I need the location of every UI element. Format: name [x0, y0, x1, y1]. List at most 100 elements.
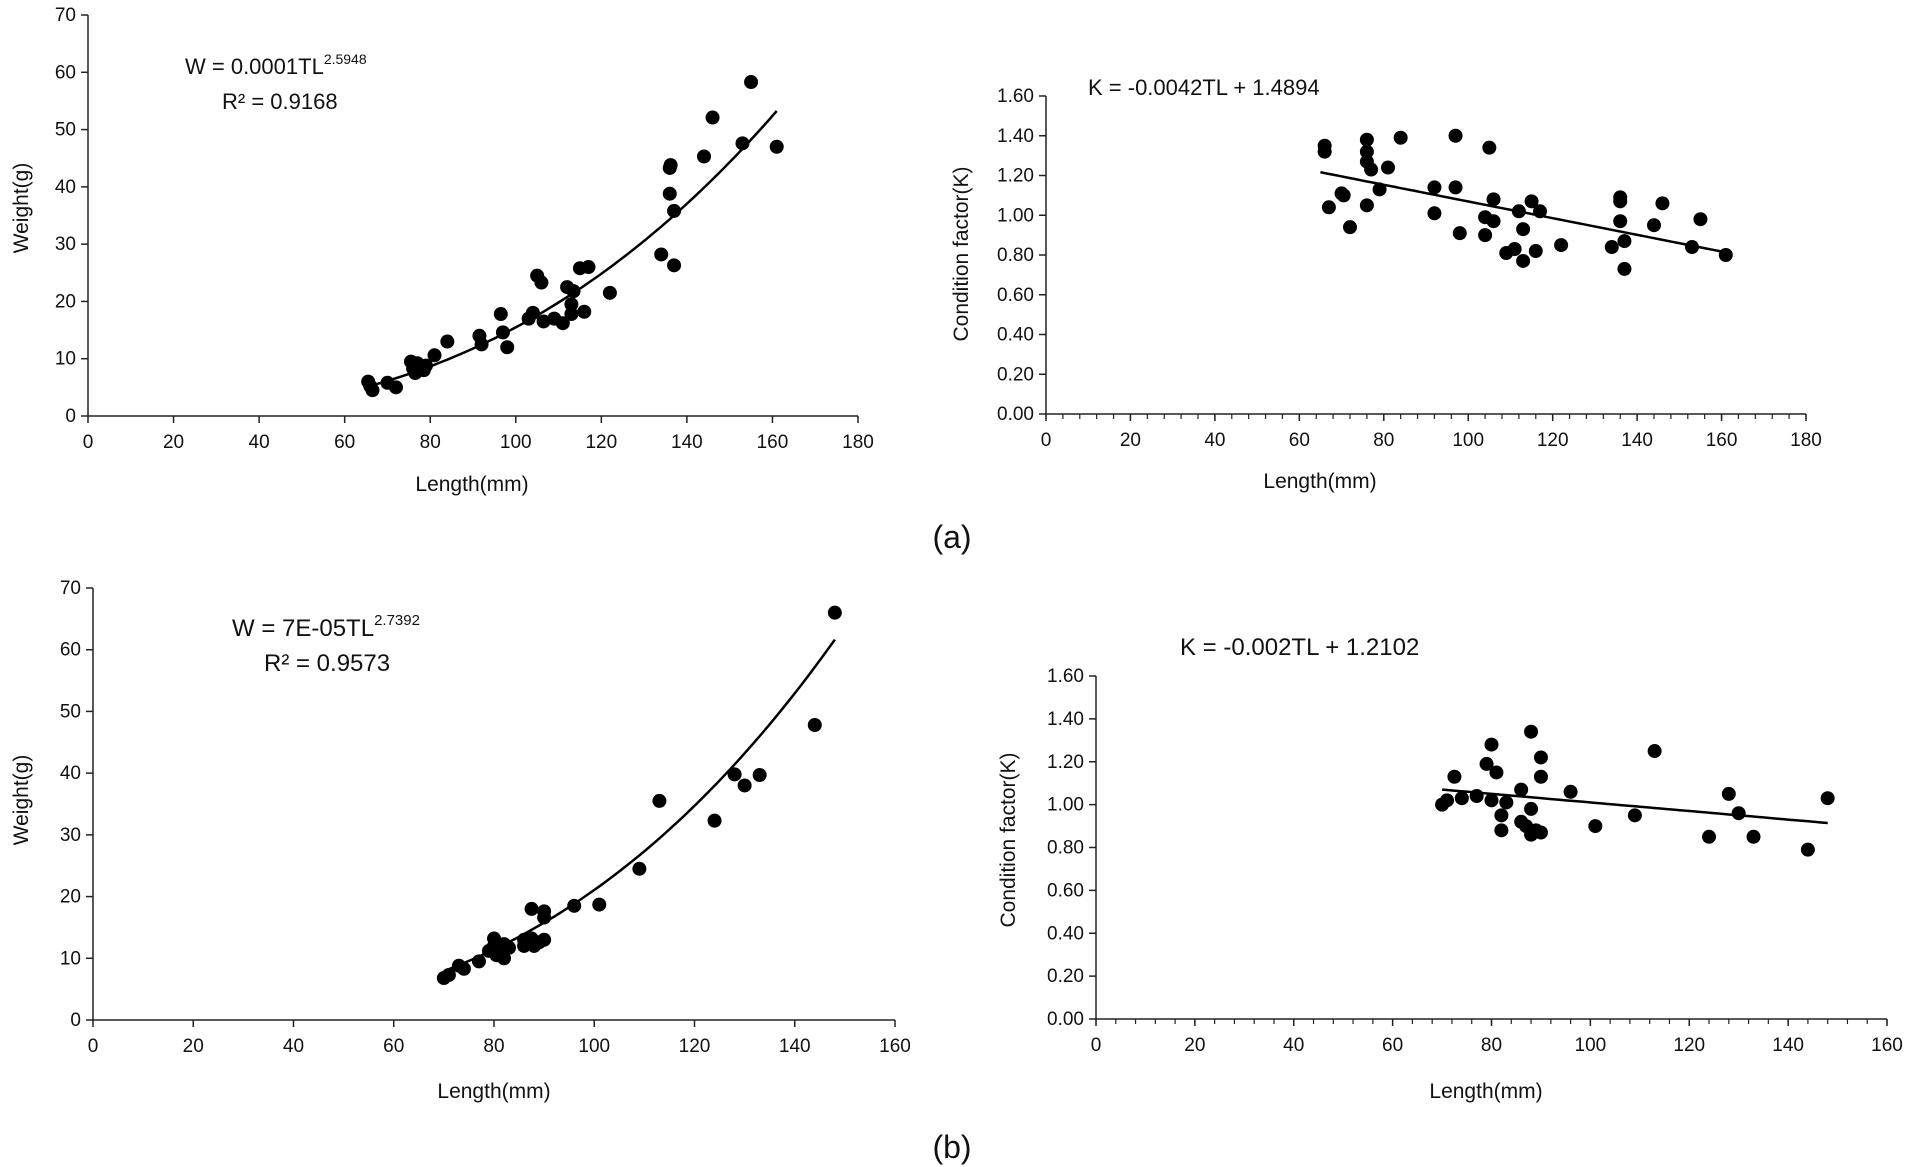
equation-text: K = -0.002TL + 1.2102	[1180, 634, 1419, 661]
x-tick-label: 100	[500, 432, 532, 453]
y-tick-labels: 0 10 20 30 40 50 60 70	[60, 578, 81, 1031]
data-point	[564, 307, 579, 322]
data-point	[1604, 240, 1619, 255]
data-point	[440, 334, 455, 349]
data-point	[707, 813, 722, 828]
data-point	[663, 158, 678, 173]
data-point	[1359, 198, 1374, 213]
data-point	[493, 307, 508, 322]
r-squared-text: R² = 0.9168	[222, 89, 338, 114]
data-point	[581, 260, 596, 275]
data-point	[602, 285, 617, 300]
y-tick-label: 1.00	[997, 205, 1034, 226]
x-tick-label: 40	[1283, 1035, 1304, 1056]
data-point	[524, 901, 539, 916]
data-point	[667, 203, 682, 218]
x-tick-label: 20	[163, 432, 184, 453]
x-tick-label: 60	[1289, 430, 1310, 451]
power-trendline	[443, 638, 836, 973]
y-tick-label: 30	[60, 825, 81, 846]
x-tick-label: 160	[1706, 430, 1738, 451]
linear-trendline	[1442, 788, 1828, 825]
data-point	[1693, 212, 1708, 227]
y-tick-label: 1.60	[997, 86, 1034, 107]
data-point	[1359, 132, 1374, 147]
r-squared-text: R² = 0.9573	[264, 650, 390, 677]
y-tick-label: 40	[60, 763, 81, 784]
x-axis-title: Length(mm)	[415, 473, 528, 496]
x-tick-label: 0	[1041, 430, 1052, 451]
power-trendline	[365, 110, 778, 389]
y-tick-label: 40	[55, 177, 76, 198]
x-tick-label: 40	[283, 1036, 304, 1057]
axes	[1089, 675, 1888, 1026]
data-point	[744, 75, 759, 90]
x-tick-label: 100	[1575, 1035, 1607, 1056]
data-point	[1746, 829, 1761, 844]
data-point	[1516, 253, 1531, 268]
chart-b-condition-factor: 0.00 0.20 0.40 0.60 0.80 1.00 1.20 1.40 1.60 0 20…	[997, 634, 1903, 1103]
x-tick-label: 180	[842, 432, 874, 453]
data-point	[1336, 188, 1351, 203]
data-point	[1486, 214, 1501, 229]
data-point	[564, 297, 579, 312]
data-point	[1516, 222, 1531, 237]
equation-text: K = -0.0042TL + 1.4894	[1088, 75, 1320, 100]
data-point	[1528, 244, 1543, 259]
data-points	[1317, 128, 1733, 276]
x-tick-label: 40	[1204, 430, 1225, 451]
chart-b-weight-length: 0 10 20 30 40 50 60 70 0 20 40 60 80 100 120 140 160 W …	[10, 578, 911, 1103]
data-point	[752, 767, 767, 782]
data-point	[1524, 194, 1539, 209]
data-point	[1721, 786, 1736, 801]
y-tick-label: 60	[60, 640, 81, 661]
data-point	[427, 348, 442, 363]
data-point	[1718, 248, 1733, 262]
y-tick-label: 0.60	[997, 285, 1034, 306]
x-tick-label: 120	[1673, 1035, 1705, 1056]
y-tick-label: 0.00	[997, 404, 1034, 425]
data-point	[1381, 160, 1395, 175]
y-tick-label: 10	[55, 349, 76, 370]
x-tick-labels: 0 20 40 60 80 100 120 140 160 180	[1041, 430, 1822, 451]
data-point	[1554, 238, 1569, 253]
data-point	[1494, 808, 1509, 823]
y-tick-label: 0.60	[1047, 880, 1084, 901]
data-point	[1800, 842, 1815, 857]
data-point	[1478, 228, 1493, 243]
data-point	[1524, 724, 1539, 739]
y-tick-label: 1.20	[997, 166, 1034, 187]
data-point	[592, 897, 607, 912]
axes	[81, 14, 859, 423]
x-tick-label: 140	[779, 1036, 811, 1057]
data-point	[737, 778, 752, 793]
y-tick-label: 0.80	[1047, 838, 1084, 859]
x-tick-label: 60	[383, 1036, 404, 1057]
data-point	[652, 793, 667, 808]
data-points	[436, 605, 842, 986]
data-point	[1563, 784, 1578, 799]
data-point	[1617, 261, 1632, 276]
data-point	[1486, 192, 1501, 207]
data-point	[1343, 220, 1357, 235]
data-point	[1452, 226, 1467, 241]
y-tick-label: 1.40	[997, 126, 1034, 147]
data-point	[1617, 234, 1632, 249]
data-point	[555, 316, 570, 331]
chart-a-weight-length: 0 10 20 30 40 50 60 70 0 20 40 60 80 100 120 140 160 180…	[10, 5, 874, 496]
data-point	[667, 258, 682, 273]
panel-label-a: (a)	[932, 519, 971, 555]
data-point	[1448, 128, 1463, 143]
y-axis-title: Weight(g)	[10, 163, 33, 254]
data-point	[536, 314, 551, 329]
x-tick-label: 120	[679, 1036, 711, 1057]
data-point	[1647, 218, 1661, 233]
x-tick-label: 160	[1871, 1035, 1903, 1056]
data-point	[1627, 808, 1642, 823]
data-point	[1448, 180, 1463, 195]
x-tick-label: 40	[249, 432, 270, 453]
x-tick-label: 80	[1481, 1035, 1502, 1056]
axes	[86, 587, 896, 1027]
x-tick-labels: 0 20 40 60 80 100 120 140 160 180	[83, 432, 874, 453]
data-point	[1359, 144, 1374, 159]
